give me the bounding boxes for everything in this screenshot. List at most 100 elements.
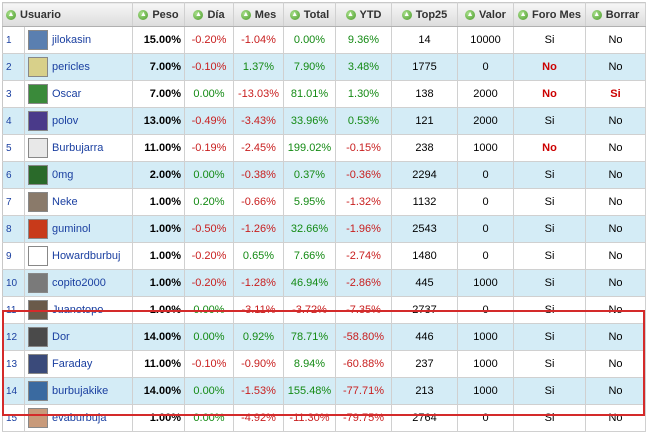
ytd-cell: -7.35% bbox=[335, 296, 392, 324]
user-link[interactable]: Burbujarra bbox=[52, 142, 104, 154]
sort-icon[interactable]: ▲ bbox=[401, 9, 412, 20]
user-cell[interactable]: Dor bbox=[24, 323, 133, 351]
avatar[interactable] bbox=[28, 165, 48, 185]
sort-icon[interactable]: ▲ bbox=[518, 9, 529, 20]
row-index: 15 bbox=[2, 404, 25, 432]
avatar[interactable] bbox=[28, 273, 48, 293]
col-header-borrar[interactable]: ▲ Borrar bbox=[585, 2, 646, 27]
avatar[interactable] bbox=[28, 30, 48, 50]
user-cell[interactable]: Faraday bbox=[24, 350, 133, 378]
user-link[interactable]: Oscar bbox=[52, 88, 82, 100]
col-header-dia[interactable]: ▲ Día bbox=[184, 2, 234, 27]
row-index-value: 7 bbox=[6, 196, 12, 208]
user-link[interactable]: Juanotopo bbox=[52, 304, 104, 316]
borrar-cell[interactable]: No bbox=[585, 161, 646, 189]
dia-cell: 0.00% bbox=[184, 161, 234, 189]
user-cell[interactable]: polov bbox=[24, 107, 133, 135]
ytd-cell: -0.36% bbox=[335, 161, 392, 189]
col-header-usuario[interactable]: ▲ Usuario bbox=[2, 2, 133, 27]
borrar-cell[interactable]: No bbox=[585, 107, 646, 135]
ytd-cell: 3.48% bbox=[335, 53, 392, 81]
user-cell[interactable]: guminol bbox=[24, 215, 133, 243]
borrar-cell[interactable]: No bbox=[585, 134, 646, 162]
col-header-label: Usuario bbox=[20, 8, 61, 21]
user-link[interactable]: copito2000 bbox=[52, 277, 106, 289]
user-link[interactable]: jilokasin bbox=[52, 34, 92, 46]
avatar[interactable] bbox=[28, 381, 48, 401]
user-link[interactable]: Neke bbox=[52, 196, 78, 208]
user-cell[interactable]: evaburbuja bbox=[24, 404, 133, 432]
col-header-top25[interactable]: ▲ Top25 bbox=[391, 2, 458, 27]
sort-icon[interactable]: ▲ bbox=[465, 9, 476, 20]
total-cell: -3.72% bbox=[283, 296, 336, 324]
borrar-cell[interactable]: No bbox=[585, 269, 646, 297]
user-link[interactable]: Faraday bbox=[52, 358, 93, 370]
user-cell[interactable]: copito2000 bbox=[24, 269, 133, 297]
col-header-valor[interactable]: ▲ Valor bbox=[457, 2, 514, 27]
sort-icon[interactable]: ▲ bbox=[193, 9, 204, 20]
user-cell[interactable]: jilokasin bbox=[24, 26, 133, 54]
borrar-cell[interactable]: No bbox=[585, 26, 646, 54]
dia-cell: 0.00% bbox=[184, 404, 234, 432]
borrar-cell[interactable]: No bbox=[585, 215, 646, 243]
avatar[interactable] bbox=[28, 300, 48, 320]
user-cell[interactable]: 0mg bbox=[24, 161, 133, 189]
avatar[interactable] bbox=[28, 84, 48, 104]
dia-cell: 0.00% bbox=[184, 323, 234, 351]
user-cell[interactable]: Howardburbuj bbox=[24, 242, 133, 270]
user-link[interactable]: evaburbuja bbox=[52, 412, 107, 424]
borrar-cell[interactable]: Si bbox=[585, 80, 646, 108]
user-link[interactable]: polov bbox=[52, 115, 79, 127]
borrar-cell[interactable]: No bbox=[585, 404, 646, 432]
sort-icon[interactable]: ▲ bbox=[289, 9, 300, 20]
user-cell[interactable]: Oscar bbox=[24, 80, 133, 108]
col-header-ytd[interactable]: ▲ YTD bbox=[335, 2, 392, 27]
borrar-cell[interactable]: No bbox=[585, 350, 646, 378]
dia-cell: -0.20% bbox=[184, 269, 234, 297]
valor-cell: 0 bbox=[457, 404, 514, 432]
borrar-cell[interactable]: No bbox=[585, 242, 646, 270]
avatar[interactable] bbox=[28, 354, 48, 374]
avatar[interactable] bbox=[28, 219, 48, 239]
avatar[interactable] bbox=[28, 111, 48, 131]
borrar-cell[interactable]: No bbox=[585, 188, 646, 216]
borrar-cell[interactable]: No bbox=[585, 53, 646, 81]
avatar[interactable] bbox=[28, 246, 48, 266]
borrar-cell[interactable]: No bbox=[585, 323, 646, 351]
sort-icon[interactable]: ▲ bbox=[138, 9, 149, 20]
valor-cell: 0 bbox=[457, 215, 514, 243]
col-header-mes[interactable]: ▲ Mes bbox=[233, 2, 284, 27]
user-cell[interactable]: pericles bbox=[24, 53, 133, 81]
sort-icon[interactable]: ▲ bbox=[240, 9, 251, 20]
borrar-cell[interactable]: No bbox=[585, 296, 646, 324]
user-cell[interactable]: Burbujarra bbox=[24, 134, 133, 162]
user-link[interactable]: Howardburbuj bbox=[52, 250, 121, 262]
avatar[interactable] bbox=[28, 138, 48, 158]
avatar[interactable] bbox=[28, 57, 48, 77]
user-cell[interactable]: burbujakike bbox=[24, 377, 133, 405]
col-header-total[interactable]: ▲ Total bbox=[283, 2, 336, 27]
user-link[interactable]: 0mg bbox=[52, 169, 74, 181]
sort-icon[interactable]: ▲ bbox=[6, 9, 16, 20]
ytd-cell: -1.96% bbox=[335, 215, 392, 243]
avatar[interactable] bbox=[28, 192, 48, 212]
table-row: 3 Oscar 7.00% 0.00% -13.03% 81.01% 1.30% 138 200… bbox=[2, 80, 646, 108]
avatar[interactable] bbox=[28, 408, 48, 428]
table-row: 14 burbujakike 14.00% 0.00% -1.53% 155.48% -77… bbox=[2, 377, 646, 405]
avatar[interactable] bbox=[28, 327, 48, 347]
user-link[interactable]: Dor bbox=[52, 331, 70, 343]
col-header-peso[interactable]: ▲ Peso bbox=[132, 2, 185, 27]
valor-cell: 0 bbox=[457, 161, 514, 189]
borrar-cell[interactable]: No bbox=[585, 377, 646, 405]
user-cell[interactable]: Juanotopo bbox=[24, 296, 133, 324]
user-link[interactable]: pericles bbox=[52, 61, 90, 73]
mes-cell: -2.45% bbox=[233, 134, 284, 162]
user-link[interactable]: burbujakike bbox=[52, 385, 109, 397]
total-cell: 7.66% bbox=[283, 242, 336, 270]
user-link[interactable]: guminol bbox=[52, 223, 91, 235]
sort-icon[interactable]: ▲ bbox=[591, 9, 602, 20]
top25-cell: 238 bbox=[391, 134, 458, 162]
col-header-foro-mes[interactable]: ▲ Foro Mes bbox=[513, 2, 586, 27]
sort-icon[interactable]: ▲ bbox=[345, 9, 356, 20]
user-cell[interactable]: Neke bbox=[24, 188, 133, 216]
